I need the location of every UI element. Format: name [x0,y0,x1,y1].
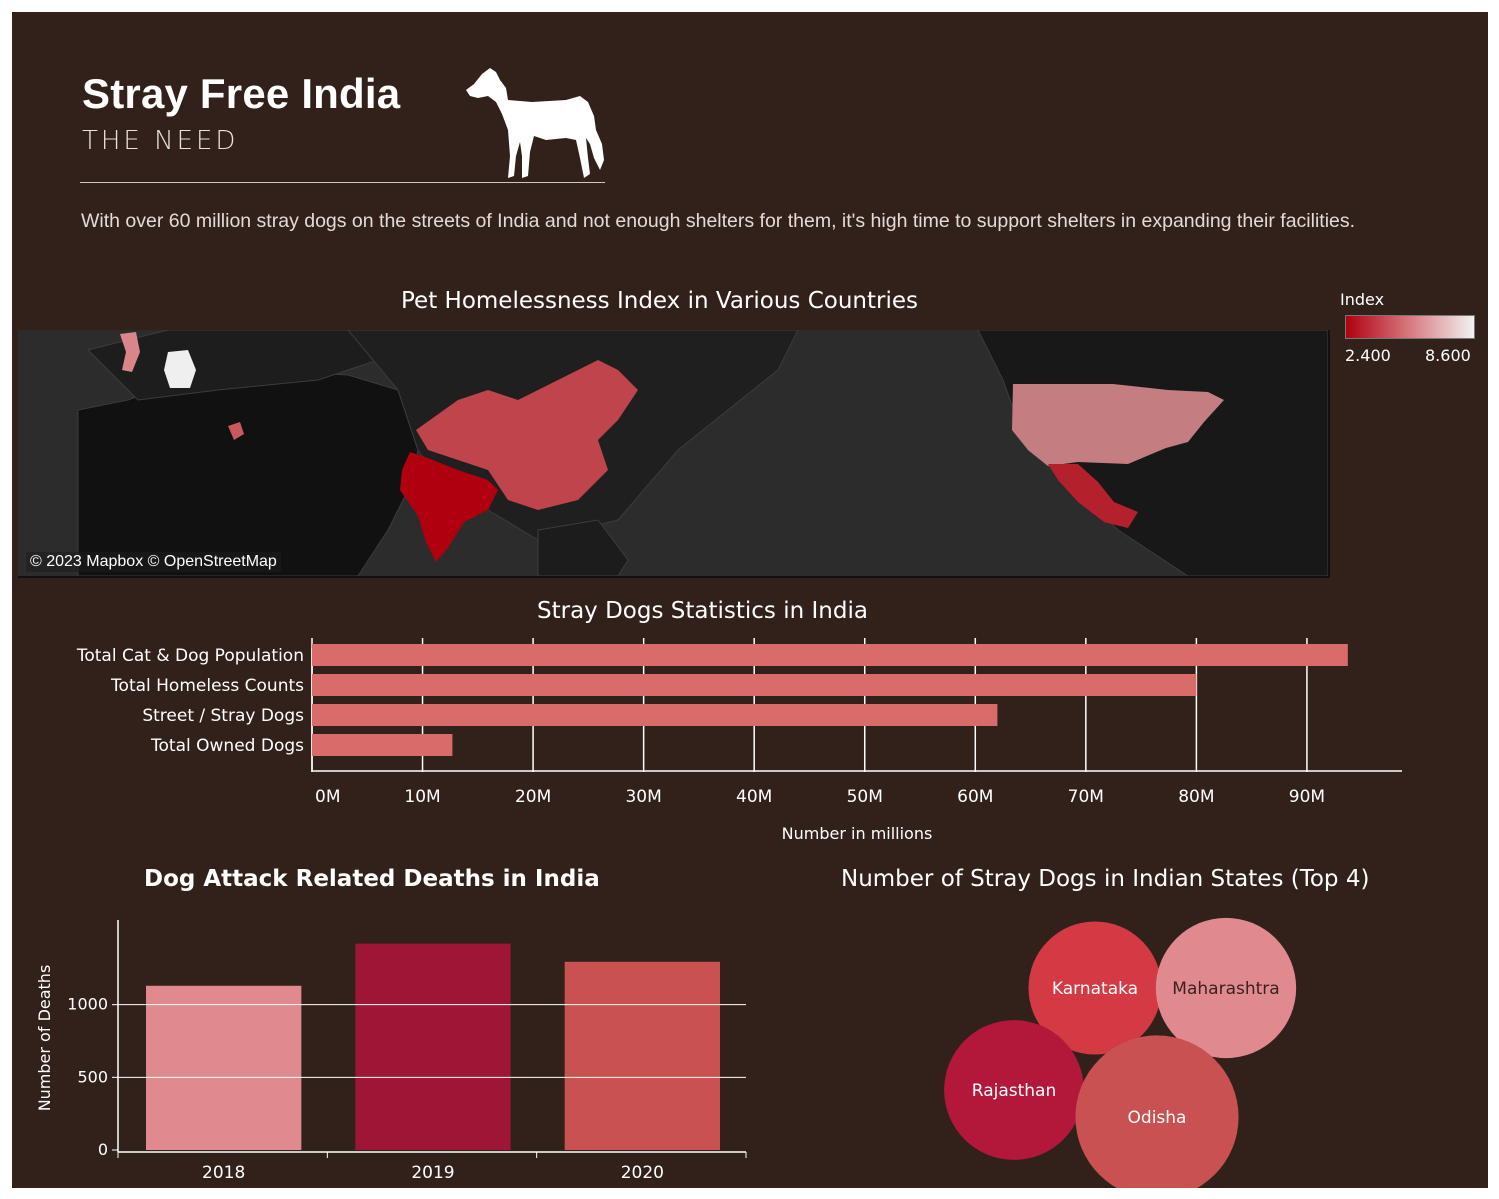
map-title: Pet Homelessness Index in Various Countr… [401,288,918,314]
x-tick-label: 40M [736,787,772,807]
category-label: Total Cat & Dog Population [76,646,304,666]
land-europe-north [87,330,379,401]
map-credit[interactable]: © 2023 Mapbox © OpenStreetMap [26,552,281,572]
bubble [1028,921,1162,1055]
bubble [1075,1035,1239,1188]
bubble-label: Maharashtra [1172,979,1279,999]
country-uk [120,332,140,372]
bar [312,704,998,726]
bar [355,943,511,1150]
page-subtitle: THE NEED [82,126,239,156]
x-tick-label: 30M [625,787,661,807]
category-label: Total Homeless Counts [110,676,304,696]
bar [312,674,1197,696]
country-usa [1012,384,1224,466]
legend-color-ramp [1345,315,1475,339]
y-tick-label: 500 [77,1067,108,1086]
land-europe-africa [77,369,419,576]
x-tick-label: 80M [1178,787,1214,807]
x-tick-label: 90M [1289,787,1325,807]
bar [146,985,302,1150]
deaths-bar-chart: 2018 2019 2020 0 500 1000 Number of Deaths [35,920,747,1183]
x-tick-label: 0M [315,787,340,807]
x-tick-label: 20M [515,787,551,807]
title-divider [80,182,605,183]
x-tick-label: 50M [847,787,883,807]
x-tick-label: 60M [957,787,993,807]
country-germany [164,350,196,388]
country-mexico [1048,464,1138,528]
map-canvas [18,330,1328,576]
legend-title: Index [1340,290,1385,309]
bar [312,644,1348,666]
bubble [944,1020,1084,1160]
states-bubble-chart: Karnataka Maharashtra Rajasthan Odisha [944,917,1297,1188]
category-label: Street / Stray Dogs [142,706,304,726]
country-china [416,360,638,510]
bar [312,734,453,756]
stats-chart-title: Stray Dogs Statistics in India [537,598,868,624]
page-title: Stray Free India [82,70,401,117]
legend-min-label: 2.400 [1345,346,1391,365]
stray-stats-bar-chart: 0M 10M 20M 30M 40M 50M 60M 70M 80M 90M Total Cat &… [76,638,1402,843]
bar [564,961,720,1150]
x-axis-label: Number in millions [782,824,933,843]
states-chart-title: Number of Stray Dogs in Indian States (T… [841,866,1370,892]
legend-max-label: 8.600 [1425,346,1471,365]
x-tick-label: 2020 [621,1163,664,1183]
bubble-label: Karnataka [1052,979,1138,999]
deaths-chart-title: Dog Attack Related Deaths in India [144,866,600,892]
bubble-label: Rajasthan [972,1081,1057,1101]
country-greece [228,422,244,440]
category-label: Total Owned Dogs [150,736,304,756]
x-tick-label: 2019 [411,1163,454,1183]
bubble-label: Odisha [1128,1108,1187,1128]
y-axis-label: Number of Deaths [35,965,54,1112]
bubble [1155,917,1297,1059]
land-southeast-asia [537,519,629,576]
x-tick-label: 2018 [202,1163,245,1183]
x-tick-label: 70M [1068,787,1104,807]
x-tick-label: 10M [404,787,440,807]
country-india [400,452,498,562]
world-map[interactable]: © 2023 Mapbox © OpenStreetMap [18,330,1330,578]
dashboard: Stray Free India THE NEED With over 60 m… [12,12,1488,1188]
y-tick-label: 0 [98,1140,108,1159]
intro-text: With over 60 million stray dogs on the s… [81,210,1356,232]
y-tick-label: 1000 [67,995,108,1014]
dog-silhouette-icon [466,68,604,178]
